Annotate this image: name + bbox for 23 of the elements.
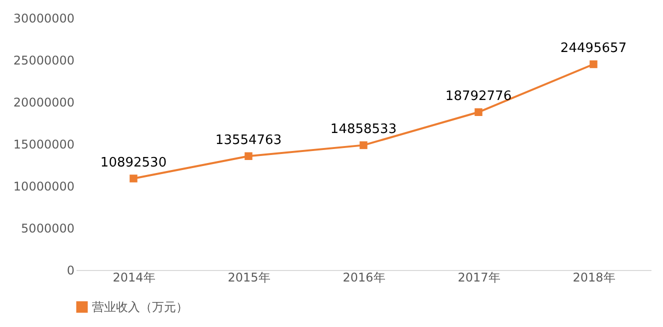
y-tick-label: 10000000 [13,180,74,194]
y-tick-label: 15000000 [13,138,74,152]
point [590,60,598,68]
data-label: 14858533 [330,122,397,138]
point [360,141,368,150]
data-label: 24495657 [560,41,627,56]
x-tick-label: 2016年 [342,270,386,284]
legend-label: 营业收入（万元） [92,300,188,314]
x-tick-label: 2014年 [112,270,156,284]
data-label: 18792776 [445,89,512,104]
y-tick-label: 30000000 [13,12,74,26]
x-tick-label: 2017年 [458,270,500,284]
data-label: 10892530 [100,156,167,171]
x-tick-label: 2015年 [228,270,270,284]
x-tick-label: 2018年 [572,270,616,284]
point [244,152,252,160]
point [474,108,482,116]
y-tick-label: 20000000 [13,96,74,110]
point [130,174,138,182]
y-tick-label: 0 [66,264,74,278]
y-tick-label: 25000000 [13,54,74,68]
y-tick-label: 5000000 [21,222,74,236]
data-label: 13554763 [215,133,282,148]
